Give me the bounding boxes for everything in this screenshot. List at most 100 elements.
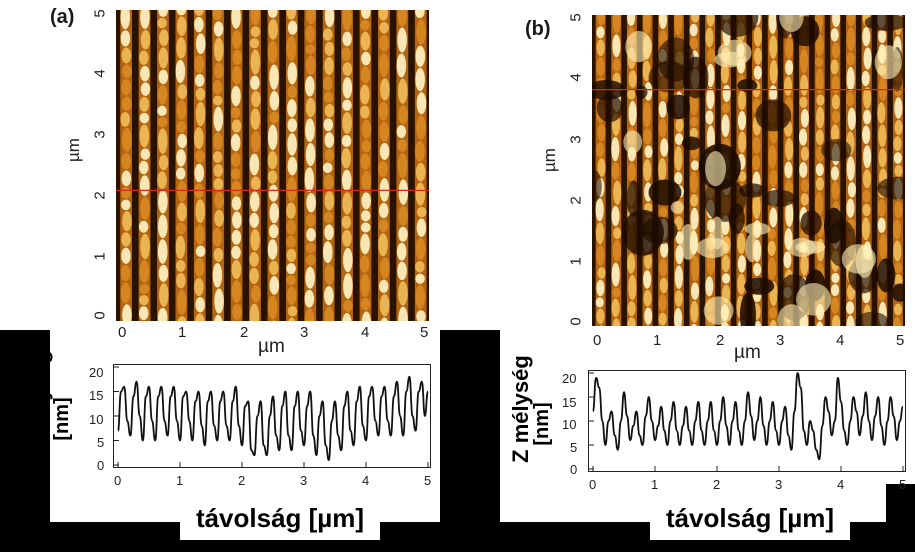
afm-grain — [251, 90, 261, 108]
afm-grain — [799, 96, 808, 108]
afm-grain — [230, 107, 241, 119]
afm-grain — [360, 66, 371, 84]
afm-grain — [305, 55, 316, 75]
afm-grain — [230, 133, 241, 152]
afm-grain — [231, 260, 242, 280]
afm-highlight — [670, 201, 684, 214]
afm-defect — [864, 15, 905, 31]
afm-grain — [361, 51, 371, 66]
afm-grain — [832, 15, 841, 28]
afm-grain — [286, 248, 297, 263]
afm-grain — [342, 192, 352, 215]
image-b-xtick: 3 — [776, 332, 785, 349]
afm-grain — [398, 179, 409, 205]
afm-defect — [738, 183, 766, 198]
afm-defect — [744, 277, 775, 295]
afm-grain — [267, 170, 278, 184]
afm-grain — [831, 94, 840, 110]
afm-grain — [176, 272, 186, 289]
afm-grain — [359, 255, 370, 273]
afm-grain — [674, 289, 683, 307]
afm-grain — [324, 264, 335, 286]
afm-grain — [231, 180, 242, 196]
afm-grain — [378, 10, 389, 21]
afm-grain — [769, 207, 778, 228]
afm-grain — [878, 29, 887, 44]
afm-grain — [322, 241, 333, 264]
afm-grain — [378, 160, 388, 177]
image-a-ytick: 3 — [91, 130, 109, 139]
afm-grain — [816, 321, 824, 326]
afm-grain — [343, 247, 353, 273]
afm-grain — [721, 254, 730, 273]
afm-grain — [753, 26, 762, 47]
afm-defect — [855, 311, 889, 326]
afm-grain — [691, 255, 700, 282]
afm-grain — [596, 308, 605, 325]
afm-grain — [415, 273, 425, 284]
afm-grain — [705, 110, 714, 125]
afm-grain — [305, 143, 316, 167]
afm-grain — [862, 203, 871, 217]
afm-grain — [738, 171, 747, 183]
afm-grain — [628, 100, 637, 126]
afm-grain — [674, 265, 683, 289]
afm-grain — [878, 124, 887, 148]
afm-grain — [415, 67, 425, 92]
afm-grain — [323, 28, 333, 41]
afm-grain — [416, 310, 426, 321]
profile-a-ytick: 10 — [89, 412, 104, 427]
afm-grain — [214, 37, 224, 62]
afm-grain — [861, 70, 870, 87]
afm-grain — [689, 37, 698, 50]
afm-grain — [140, 233, 150, 260]
afm-grain — [213, 178, 224, 191]
afm-grain — [138, 220, 149, 233]
profile-b-xtick: 3 — [775, 477, 783, 492]
afm-grain — [269, 276, 280, 295]
profile-a-xtick: 3 — [300, 473, 308, 488]
afm-grain — [612, 318, 621, 326]
afm-grain — [361, 192, 371, 210]
afm-grain — [799, 48, 809, 74]
afm-grain — [815, 67, 824, 94]
afm-grain — [674, 172, 683, 185]
afm-grain — [658, 101, 667, 118]
afm-grain — [158, 189, 168, 214]
afm-grain — [397, 261, 407, 281]
afm-grain — [342, 77, 353, 99]
afm-grain — [140, 10, 150, 30]
afm-grain — [341, 134, 352, 148]
afm-grain — [752, 154, 761, 171]
afm-grain — [815, 129, 824, 146]
afm-grain — [893, 303, 903, 316]
afm-grain — [753, 65, 762, 80]
afm-grain — [323, 75, 333, 91]
afm-grain — [893, 136, 902, 152]
afm-grain — [360, 105, 370, 119]
afm-grain — [737, 111, 747, 131]
afm-grain — [268, 224, 279, 239]
afm-grain — [379, 52, 389, 78]
afm-grain — [416, 19, 426, 45]
afm-grain — [690, 300, 699, 323]
afm-grain — [323, 118, 334, 132]
afm-highlight — [777, 304, 807, 326]
afm-grain — [893, 240, 902, 262]
afm-grain — [737, 232, 746, 255]
afm-grain — [305, 25, 315, 44]
afm-grain — [306, 10, 316, 25]
afm-grain — [230, 152, 241, 168]
afm-grain — [894, 274, 903, 287]
afm-grain — [286, 286, 297, 306]
profile-a-xtick: 1 — [176, 473, 184, 488]
afm-grain — [398, 281, 408, 306]
afm-grain — [159, 29, 169, 47]
afm-grain — [611, 136, 620, 162]
afm-grain — [121, 199, 131, 211]
afm-grain — [305, 44, 316, 55]
afm-defect — [737, 78, 758, 92]
afm-grain — [140, 65, 150, 82]
afm-grain — [251, 285, 261, 303]
afm-grain — [415, 260, 425, 273]
